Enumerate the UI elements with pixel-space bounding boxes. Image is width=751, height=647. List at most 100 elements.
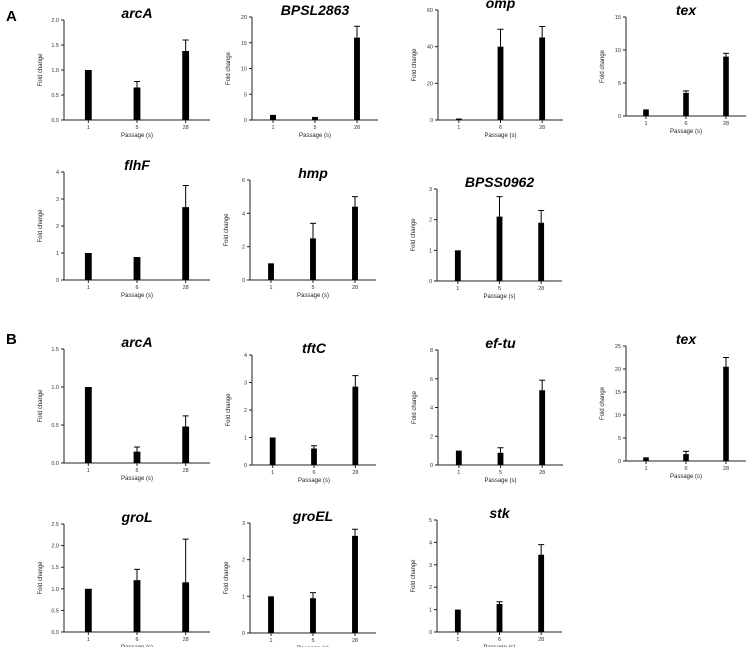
x-tick-label: 1 [644,121,647,127]
bar [133,87,141,120]
bar [352,386,359,465]
x-tick-label: 28 [352,470,358,476]
bar [182,426,190,463]
x-axis-label: Passage (s) [299,133,331,139]
y-axis-label: Fold change [600,49,606,83]
x-tick-label: 1 [87,468,90,474]
y-tick-label: 0 [429,279,432,285]
y-axis-label: Fold change [412,390,418,424]
bar [539,390,546,465]
bar [84,70,92,120]
y-tick-label: 1 [429,248,432,254]
y-tick-label: 10 [615,413,621,419]
y-tick-label: 1 [56,251,59,257]
x-tick-label: 1 [87,637,90,643]
x-axis-label: Passage (s) [484,478,516,484]
y-tick-label: 1.5 [51,347,59,353]
y-tick-label: 8 [430,348,433,354]
y-axis-label: Fold change [226,393,232,427]
x-tick-label: 1 [269,638,272,644]
bar [454,250,461,281]
bar [182,207,190,280]
chart-title: stk [489,505,510,521]
chart-title: tftC [302,340,327,356]
y-tick-label: 4 [430,406,433,412]
y-tick-label: 15 [615,390,621,396]
y-tick-label: 1.0 [51,385,59,391]
x-tick-label: 5 [499,470,502,476]
y-tick-label: 1.5 [51,43,59,49]
x-tick-label: 28 [183,285,189,291]
chart-a-omp: omp 0 20 40 60 Fold change 1 6 28 Passage (s) [412,0,563,139]
y-tick-label: 0 [429,630,432,636]
x-tick-label: 6 [684,466,687,472]
y-tick-label: 40 [427,45,433,51]
bar [455,450,462,465]
y-tick-label: 2 [242,245,245,251]
y-tick-label: 2.0 [51,544,59,550]
y-tick-label: 0 [430,463,433,469]
chart-title: tex [676,331,697,347]
x-axis-label: Passage (s) [121,476,153,482]
x-tick-label: 28 [539,470,545,476]
x-tick-label: 6 [312,470,315,476]
y-tick-label: 20 [241,15,247,21]
x-tick-label: 1 [457,470,460,476]
chart-b-tftc: tftC 0 1 2 3 4 Fold change 1 6 28 Passage (s) [226,340,376,484]
y-tick-label: 15 [615,15,621,21]
y-tick-label: 0 [244,463,247,469]
y-axis-label: Fold change [412,48,418,82]
x-axis-label: Passage (s) [483,645,515,647]
chart-a-bpss0962: BPSS0962 0 1 2 3 Fold change 1 5 28 Passage (s) [411,174,562,300]
y-axis-label: Fold change [38,561,44,595]
bar [269,437,276,465]
y-tick-label: 0 [242,631,245,637]
x-tick-label: 28 [538,637,544,643]
bar [454,609,461,632]
x-axis-label: Passage (s) [297,293,329,299]
bar [268,263,274,280]
bar [133,580,141,632]
y-tick-label: 1 [429,608,432,614]
y-tick-label: 2 [429,218,432,224]
x-axis-label: Passage (s) [121,645,153,647]
y-tick-label: 2 [56,224,59,230]
y-tick-label: 4 [429,540,432,546]
chart-a-flhf: flhF 0 1 2 3 4 Fold change 1 6 28 Passage (s) [38,157,210,299]
y-tick-label: 5 [618,81,621,87]
y-tick-label: 3 [429,563,432,569]
y-tick-label: 6 [242,178,245,184]
y-tick-label: 0 [618,459,621,465]
bar [683,92,689,116]
y-tick-label: 10 [615,48,621,54]
y-tick-label: 0 [242,278,245,284]
bar [312,116,318,120]
x-tick-label: 5 [311,638,314,644]
bar [133,257,141,280]
y-axis-label: Fold change [38,53,44,87]
bar [723,56,729,116]
x-tick-label: 28 [352,638,358,644]
y-tick-label: 4 [244,353,247,359]
bar [496,604,503,632]
x-axis-label: Passage (s) [670,474,702,480]
x-tick-label: 1 [644,466,647,472]
x-tick-label: 1 [269,285,272,291]
chart-b-grol: groL 0.0 0.5 1.0 1.5 2.0 2.5 Fold change 1 6 28 Pas… [38,509,210,647]
y-axis-label: Fold change [224,561,230,595]
bar [497,46,504,120]
bar [538,222,545,281]
bar [643,457,649,461]
x-tick-label: 28 [352,285,358,291]
y-tick-label: 5 [618,436,621,442]
y-tick-label: 2 [244,408,247,414]
x-tick-label: 1 [87,285,90,291]
y-tick-label: 15 [241,41,247,47]
x-tick-label: 28 [723,121,729,127]
x-tick-label: 6 [135,285,138,291]
bar [84,387,92,463]
chart-title: hmp [298,165,328,181]
y-tick-label: 2.0 [51,18,59,24]
